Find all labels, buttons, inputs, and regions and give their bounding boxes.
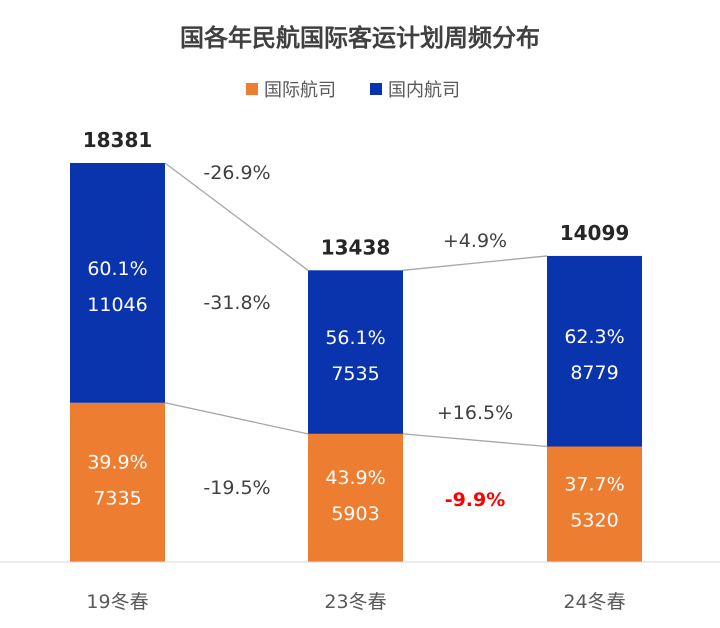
change-label-total: +4.9%	[443, 230, 507, 252]
bar-domestic	[308, 270, 403, 434]
data-label-share: 62.3%	[564, 326, 624, 348]
bar-international	[70, 402, 165, 562]
legend-swatch	[246, 83, 258, 95]
data-label-value: 5320	[570, 509, 618, 531]
data-label-value: 11046	[87, 294, 147, 316]
data-label-value: 7335	[93, 487, 141, 509]
chart-title: 国各年民航国际客运计划周频分布	[180, 24, 540, 52]
data-label-share: 39.9%	[87, 451, 147, 473]
connector-total	[164, 162, 309, 271]
data-label-total: 18381	[83, 128, 153, 152]
data-label-total: 14099	[560, 221, 630, 245]
bar-international	[308, 433, 403, 562]
change-label-total: -26.9%	[203, 162, 270, 184]
connector-total	[402, 255, 548, 271]
bar-domestic	[547, 255, 642, 447]
legend-label: 国内航司	[388, 80, 460, 101]
data-label-total: 13438	[321, 235, 391, 259]
data-label-value: 8779	[570, 362, 618, 384]
change-label-international: -9.9%	[445, 489, 506, 511]
connector-split	[164, 402, 309, 435]
data-label-share: 37.7%	[564, 473, 624, 495]
plot-area: 60.1% 11046 39.9% 7335 18381 19冬春 56.1% 7535 43.…	[0, 128, 720, 613]
legend-label: 国际航司	[264, 80, 336, 101]
data-label-share: 60.1%	[87, 258, 147, 280]
x-tick-label: 23冬春	[324, 591, 386, 613]
data-label-share: 56.1%	[325, 327, 385, 349]
legend-swatch	[370, 83, 382, 95]
data-label-share: 43.9%	[325, 467, 385, 489]
change-label-international: -19.5%	[203, 477, 270, 499]
legend: 国际航司 国内航司	[246, 80, 460, 101]
data-label-value: 5903	[331, 503, 379, 525]
bar-domestic	[70, 163, 165, 403]
x-tick-label: 19冬春	[86, 591, 148, 613]
x-tick-label: 24冬春	[563, 591, 625, 613]
bar-international	[547, 446, 642, 562]
connector-split	[402, 433, 548, 448]
change-label-domestic: +16.5%	[437, 402, 513, 424]
data-label-value: 7535	[331, 363, 379, 385]
change-label-domestic: -31.8%	[203, 292, 270, 314]
